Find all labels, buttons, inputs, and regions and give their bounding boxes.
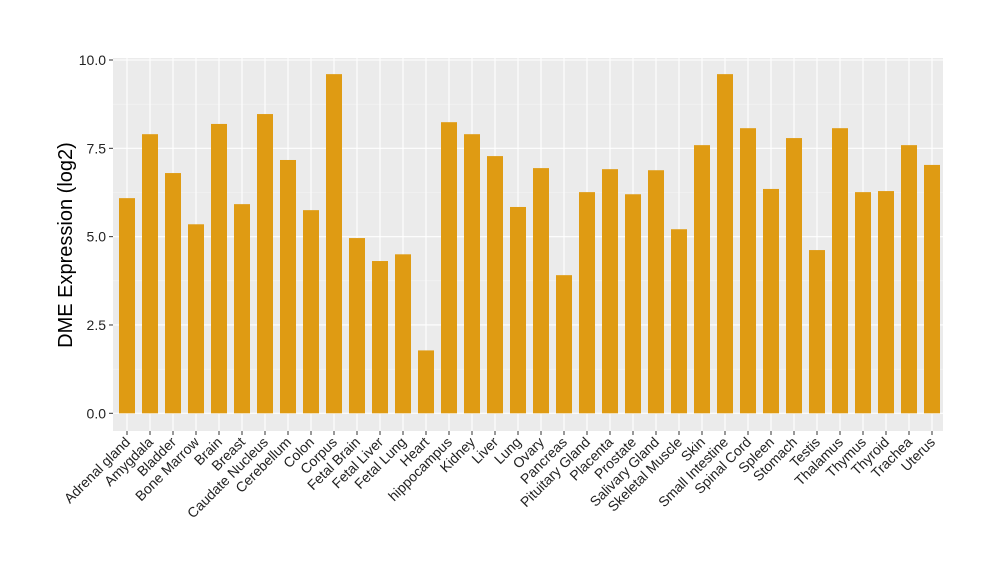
y-axis-title: DME Expression (log2) [55, 142, 77, 348]
bar-bladder [165, 173, 181, 414]
bar-spleen [763, 188, 779, 414]
bar-corpus [326, 74, 342, 414]
plot-panel [113, 58, 943, 431]
bar-colon [303, 210, 319, 414]
bar-cerebellum [280, 159, 296, 414]
bar-heart [418, 350, 434, 414]
y-tick-label: 10.0 [79, 52, 106, 68]
bar-breast [234, 204, 250, 414]
bar-thalamus [832, 128, 848, 414]
bar-kidney [464, 134, 480, 414]
bar-adrenal-gland [119, 198, 135, 414]
y-tick-label: 5.0 [87, 229, 107, 245]
bar-caudate-nucleus [257, 114, 273, 414]
bar-liver [487, 156, 503, 414]
bar-testis [809, 250, 825, 414]
bar-stomach [786, 138, 802, 414]
bar-spinal-cord [740, 128, 756, 414]
bar-small-intestine [717, 74, 733, 414]
bar-prostate [625, 194, 641, 414]
y-tick-label: 7.5 [87, 140, 107, 156]
bar-bone-marrow [188, 224, 204, 414]
bar-fetal-lung [395, 254, 411, 414]
bar-ovary [533, 168, 549, 414]
bar-hippocampus [441, 122, 457, 414]
bar-brain [211, 123, 227, 414]
bar-pancreas [556, 275, 572, 414]
y-tick-label: 2.5 [87, 317, 107, 333]
y-tick-label: 0.0 [87, 405, 107, 421]
bar-salivary-gland [648, 170, 664, 414]
bar-skeletal-muscle [671, 229, 687, 414]
bar-fetal-liver [372, 261, 388, 414]
bar-lung [510, 206, 526, 414]
bar-placenta [602, 169, 618, 414]
bar-thyroid [878, 191, 894, 414]
bar-trachea [901, 145, 917, 414]
bar-pituitary-gland [579, 192, 595, 414]
bar-thymus [855, 192, 871, 414]
bar-skin [694, 145, 710, 414]
bar-fetal-brain [349, 238, 365, 414]
bar-uterus [924, 164, 940, 414]
bar-amygdala [142, 134, 158, 414]
